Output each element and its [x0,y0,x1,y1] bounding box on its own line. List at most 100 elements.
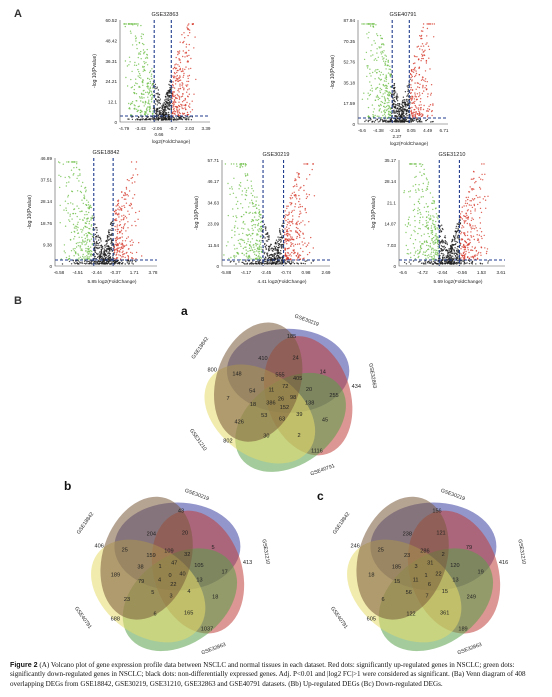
plot-title: GSE32863 [152,12,179,18]
y-tick-label: 37.51 [41,178,53,183]
plot-title: GSE18842 [93,150,120,156]
volcano-points [123,23,197,121]
plot-axes [119,20,210,123]
venn-region-count: 105 [194,563,203,569]
x-axis-label: log2(FoldChange) [390,141,429,147]
x-axis-label: 5.85 log2(FoldChange) [87,279,136,285]
y-tick-label: 35.17 [385,158,397,163]
volcano-plot-gse31210: GSE31210 -log 10(Pvalue) 35.17 28.14 21.1 14.… [371,152,506,285]
venn-region-count: 63 [279,417,285,423]
venn-region-count: 40 [179,571,185,577]
venn-region-count: 800 [208,368,217,374]
venn-region-count: 32 [184,552,190,558]
venn-region-count: 47 [171,560,177,566]
venn-set-label: GSE32863 [367,363,377,389]
y-axis-label: -log 10(Pvalue) [92,54,98,88]
y-tick-label: 7.03 [387,243,396,248]
y-tick-label: 35.18 [344,80,356,85]
venn-region-count: 39 [296,412,302,418]
venn-region-count: 20 [182,531,188,537]
venn-set-brown [356,496,449,620]
venn-region-count: 43 [178,509,184,515]
y-tick-label: 14.07 [385,222,397,227]
venn-region-count: 802 [223,438,232,444]
y-tick-label: 34.63 [208,200,220,205]
venn-set-label: GSE40791 [329,606,349,630]
venn-region-count: 54 [249,388,255,394]
venn-region-count: 79 [138,579,144,585]
venn-set-label: GSE31210 [188,428,208,452]
venn-region-count: 406 [95,543,104,549]
volcano-plot-gse32863: GSE32863 -log 10(Pvalue) 60.52 48.42 36.31 24… [92,12,211,145]
x-tick-label: -0.7 [169,126,177,131]
x-axis-label: 4.41 log2(FoldChange) [257,279,306,285]
y-tick-label: 60.52 [106,18,118,23]
figure-caption: Figure 2 (A) Volcano plot of gene expres… [10,661,544,689]
venn-diagram-c: GSE18842 GSE30219 GSE31210 GSE32863 GSE40791… [329,488,527,656]
venn-region-count: 2 [442,552,445,558]
venn-region-count: 24 [292,355,298,361]
venn-region-count: 405 [293,376,302,382]
venn-region-count: 2 [298,433,301,439]
x-tick-label: -0.37 [110,270,121,275]
y-axis-label: -log 10(Pvalue) [194,196,200,230]
venn-region-count: 6 [428,582,431,588]
venn-region-count: 17 [221,569,227,575]
venn-region-count: 19 [477,569,483,575]
y-tick-label: 11.54 [208,243,220,248]
x-tick-label-extra: 0.66 [155,132,164,137]
venn-region-count: 148 [232,372,241,378]
volcano-points [223,163,316,265]
venn-region-count: 1037 [201,627,213,633]
venn-region-count: 15 [442,589,448,595]
venn-region-count: 165 [184,610,193,616]
caption-text: (A) Volcano plot of gene expression prof… [10,661,526,688]
x-tick-label: 0.98 [302,270,311,275]
venn-region-count: 18 [368,572,374,578]
y-tick-label: 9.38 [43,242,52,247]
venn-region-count: 410 [258,356,267,362]
venn-region-count: 22 [435,571,441,577]
y-axis-label: -log 10(Pvalue) [371,196,377,230]
venn-set-label: GSE18842 [191,336,211,360]
venn-region-count: 688 [111,616,120,622]
plot-title: GSE31210 [439,152,466,158]
venn-region-count: 1 [424,573,427,579]
venn-region-count: 5 [151,590,154,596]
venn-region-count: 7 [226,396,229,402]
x-tick-label: 0.05 [407,128,416,133]
y-tick-label: 46.89 [41,156,53,161]
x-tick-label: 3.61 [497,270,506,275]
y-tick-label: 36.31 [106,59,118,64]
venn-region-count: 159 [146,553,155,559]
volcano-points [57,161,143,265]
venn-set-label: GSE40791 [73,606,93,630]
venn-set-label: GSE32863 [457,642,483,656]
volcano-plot-gse18842: GSE18842 -log 10(Pvalue) 46.89 37.51 28.14 18… [27,150,158,285]
y-axis-label: -log 10(Pvalue) [27,195,33,229]
x-tick-label: -5.88 [221,270,232,275]
venn-region-count: 555 [275,372,284,378]
venn-set-brown [100,496,193,620]
x-tick-label: -0.74 [281,270,292,275]
venn-region-count: 426 [235,420,244,426]
y-tick-label: 0 [114,120,117,125]
venn-set-brown [214,322,303,442]
venn-region-count: 138 [305,401,314,407]
x-tick-label: 6.71 [440,128,449,133]
venn-diagram-b: GSE18842 GSE30219 GSE31210 GSE32863 GSE40791… [73,488,271,656]
venn-set-label: GSE31210 [260,539,270,565]
y-tick-label: 0 [393,264,396,269]
y-tick-label: 24.21 [106,79,118,84]
venn-region-count: 122 [406,611,415,617]
venn-set-label: GSE30219 [440,488,466,502]
venn-region-count: 53 [261,413,267,419]
x-tick-label: -4.17 [241,270,252,275]
venn-set-label: GSE40791 [310,463,336,477]
plot-axes [398,160,505,267]
venn-region-count: 361 [440,610,449,616]
venn-region-count: 25 [122,547,128,553]
venn-region-count: 246 [351,543,360,549]
x-tick-label: 2.69 [322,270,331,275]
y-tick-label: 46.17 [208,179,220,184]
